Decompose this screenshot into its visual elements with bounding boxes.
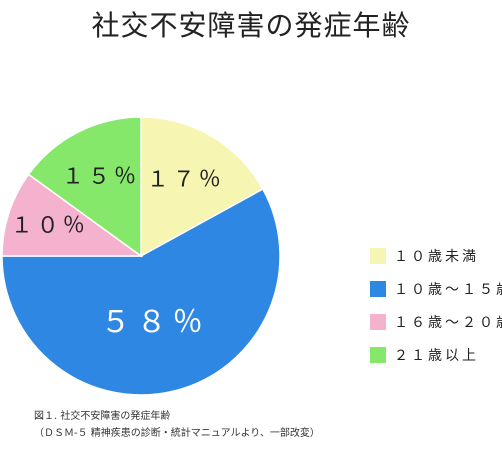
legend-item: １０歳〜１５歳 bbox=[370, 281, 502, 298]
figure-caption: 図１. 社交不安障害の発症年齢 （ＤＳＭ-５ 精神疾患の診断・統計マニュアルより… bbox=[34, 408, 320, 442]
pie-slice bbox=[1, 173, 144, 257]
legend-swatch bbox=[370, 248, 386, 264]
slice-data-label: １０％ bbox=[11, 213, 89, 238]
pie-slice bbox=[27, 116, 142, 258]
chart-title: 社交不安障害の発症年齢 bbox=[91, 9, 411, 42]
caption-line-1: 図１. 社交不安障害の発症年齢 bbox=[34, 411, 171, 422]
legend-item: １６歳〜２０歳 bbox=[370, 314, 502, 331]
pie-slice bbox=[140, 116, 264, 258]
legend-label: ２１歳以上 bbox=[394, 348, 479, 364]
legend-swatch bbox=[370, 281, 386, 297]
legend: １０歳未満 １０歳〜１５歳 １６歳〜２０歳 ２１歳以上 bbox=[370, 248, 502, 380]
legend-item: ２１歳以上 bbox=[370, 347, 500, 364]
legend-item: １０歳未満 bbox=[370, 248, 500, 265]
legend-swatch bbox=[370, 314, 386, 330]
legend-swatch bbox=[370, 347, 386, 363]
caption-line-2: （ＤＳＭ-５ 精神疾患の診断・統計マニュアルより、一部改変） bbox=[34, 428, 320, 439]
legend-label: １０歳未満 bbox=[394, 249, 479, 265]
slice-data-label: ５８％ bbox=[101, 305, 209, 340]
slice-data-label: １７％ bbox=[147, 167, 225, 192]
pie-slice bbox=[1, 188, 281, 396]
slice-data-label: １５％ bbox=[62, 165, 140, 190]
legend-label: １６歳〜２０歳 bbox=[394, 315, 502, 331]
legend-label: １０歳〜１５歳 bbox=[394, 282, 502, 298]
